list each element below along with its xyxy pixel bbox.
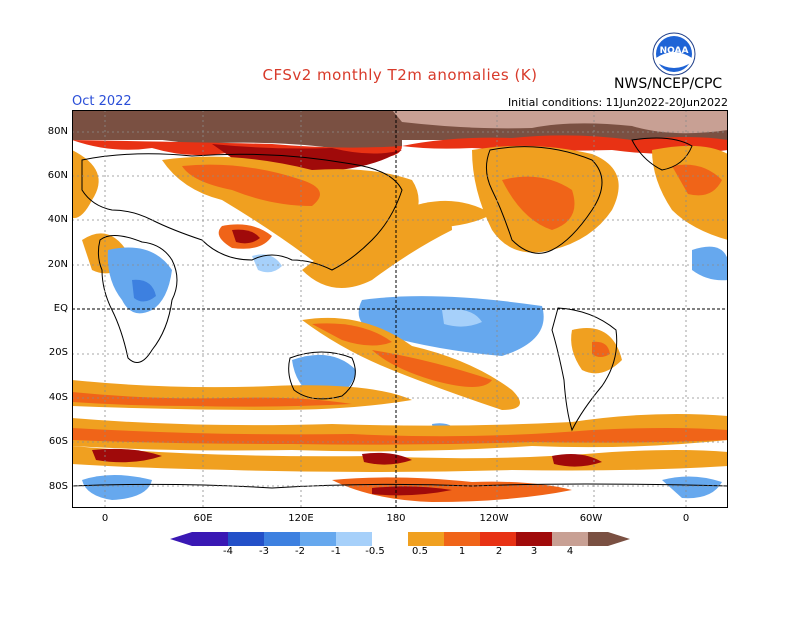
legend-label: 1	[458, 546, 466, 557]
legend-label: -3	[259, 546, 269, 557]
continent-outlines	[72, 137, 728, 489]
legend-swatch	[588, 532, 608, 546]
legend-label: -4	[223, 546, 233, 557]
legend-label: 4	[566, 546, 574, 557]
legend-swatch	[336, 532, 372, 546]
lon-label-60e: 60E	[193, 513, 213, 524]
anomaly-map	[72, 110, 728, 508]
color-legend	[170, 532, 630, 546]
lat-label-20n: 20N	[47, 259, 68, 270]
legend-swatch	[480, 532, 516, 546]
map-frame	[72, 110, 728, 508]
legend-label: -1	[331, 546, 341, 557]
legend-swatch	[408, 532, 444, 546]
lon-label-60w: 60W	[579, 513, 603, 524]
legend-label: 0.5	[412, 546, 428, 557]
legend-label: 3	[530, 546, 538, 557]
legend-swatch-max	[608, 532, 630, 546]
lat-label-eq: EQ	[53, 303, 68, 314]
legend-swatch	[552, 532, 588, 546]
legend-swatch	[228, 532, 264, 546]
lat-label-40n: 40N	[47, 214, 68, 225]
noaa-logo: NOAA	[652, 32, 696, 76]
lon-label-0: 0	[101, 513, 109, 524]
northern-warm-areas	[72, 145, 728, 288]
graticule	[72, 110, 728, 508]
map-title: CFSv2 monthly T2m anomalies (K)	[262, 66, 538, 84]
arctic-anomaly-band	[72, 110, 728, 172]
equator-dateline	[72, 110, 728, 508]
legend-swatch	[516, 532, 552, 546]
lon-label-180: 180	[386, 513, 406, 524]
forecast-period: Oct 2022	[72, 94, 132, 109]
legend-swatch	[372, 532, 408, 546]
legend-label: -2	[295, 546, 305, 557]
lat-label-40s: 40S	[48, 392, 68, 403]
legend-label: -0.5	[365, 546, 385, 557]
lon-label-120w: 120W	[479, 513, 509, 524]
lat-label-20s: 20S	[48, 347, 68, 358]
lon-label-120e: 120E	[288, 513, 314, 524]
southern-warm-belts	[72, 317, 728, 502]
noaa-logo-text: NOAA	[660, 46, 689, 56]
lon-label-0-east: 0	[682, 513, 690, 524]
legend-swatch	[192, 532, 228, 546]
lat-label-80s: 80S	[48, 481, 68, 492]
lat-label-80n: 80N	[47, 126, 68, 137]
initial-conditions: Initial conditions: 11Jun2022-20Jun2022	[507, 96, 728, 109]
agency-label: NWS/NCEP/CPC	[614, 76, 723, 92]
legend-label: 2	[495, 546, 503, 557]
legend-swatch	[300, 532, 336, 546]
lat-label-60n: 60N	[47, 170, 68, 181]
lat-label-60s: 60S	[48, 436, 68, 447]
legend-swatch	[264, 532, 300, 546]
legend-swatch-min	[170, 532, 192, 546]
legend-swatch	[444, 532, 480, 546]
